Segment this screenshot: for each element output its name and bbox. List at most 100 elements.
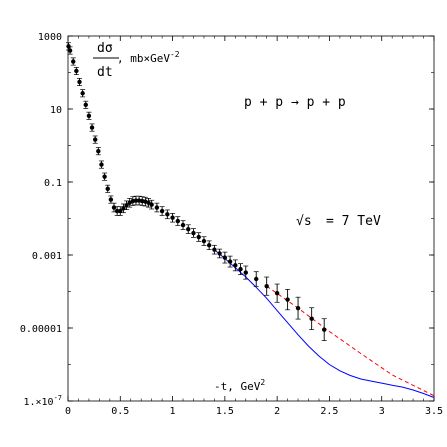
point-marker [80,91,85,96]
data-point [217,248,223,259]
point-marker [180,222,186,228]
data-point [170,212,176,223]
point-marker [114,208,120,214]
point-marker [159,208,165,214]
point-marker [92,137,98,142]
point-marker [186,226,191,232]
data-point [86,111,92,120]
x-tick-label: 3.5 [425,406,443,417]
data-point [295,296,301,320]
point-marker [102,174,107,179]
data-point [117,206,123,216]
y-label-numerator: dσ [97,41,113,56]
data-point [80,89,86,98]
point-marker [295,305,301,311]
data-point [108,195,114,204]
point-marker [217,251,222,256]
process-label: p + p → p + p [244,95,346,110]
data-point [222,251,228,264]
energy-value-label: = 7 TeV [326,214,381,229]
data-point [154,202,160,213]
point-marker [243,270,248,275]
data-point [98,160,104,169]
data-point [285,289,291,311]
data-point [77,77,83,86]
x-axis-label: -t, GeV2 [214,378,265,393]
data-point [95,147,101,156]
point-marker [118,208,123,214]
point-marker [67,48,73,53]
data-point [89,123,95,132]
y-tick-label: 1000 [38,32,62,43]
data-point [180,220,186,230]
data-point [73,66,79,75]
data-point [185,224,191,234]
point-marker [83,102,88,108]
point-marker [196,234,201,240]
point-marker [74,68,79,74]
y-tick-label: 10 [50,105,62,116]
data-point [232,259,238,272]
data-point [159,206,165,216]
y-label-denominator: dt [97,65,113,80]
point-marker [111,205,117,210]
curves [214,249,435,398]
point-marker [96,148,101,154]
x-tick-label: 2.5 [320,406,338,417]
point-marker [105,186,110,192]
data-point [201,236,207,246]
dashed-curve [266,285,435,397]
solid-curve [214,249,435,398]
point-marker [149,202,154,207]
y-tick-label: 0.001 [32,251,62,262]
x-tick-label: 0 [65,406,71,417]
point-marker [227,259,233,264]
point-marker [264,283,269,289]
x-tick-label: 3 [379,406,385,417]
data-point [211,244,217,255]
data-point [321,318,327,341]
data-point [164,209,170,220]
y-label-unit: , mb×GeV-2 [117,50,180,65]
y-tick-label: 0.00001 [20,324,62,335]
y-tick-label: 1.×10-7 [23,394,62,408]
data-point [66,42,72,51]
point-marker [71,59,76,64]
data-point [190,228,196,238]
data-points [66,42,327,341]
point-marker [175,218,180,224]
data-point [243,265,249,280]
point-marker [222,255,228,260]
point-marker [133,198,139,203]
data-point [253,271,259,287]
point-marker [212,247,217,252]
data-point [238,263,244,275]
axes: 0 0.5 1 1.5 2 2.5 3 3.5 1000 10 0.1 0.001 0.00001 1.×… [20,32,443,417]
point-marker [165,212,170,217]
point-marker [99,162,104,167]
data-point [67,46,73,55]
data-point [206,240,212,250]
point-marker [233,263,238,268]
point-marker [89,125,95,130]
x-tick-label: 0.5 [111,406,129,417]
point-marker [191,230,196,236]
x-tick-label: 1.5 [216,406,234,417]
data-point [102,172,108,181]
data-point [264,276,270,296]
point-marker [322,327,327,332]
point-marker [154,205,160,210]
y-axis-label: dσ dt , mb×GeV-2 [93,41,180,80]
point-marker [77,79,82,85]
data-point [70,57,76,66]
data-point [92,135,98,144]
energy-label: √s = 7 TeV [296,214,381,229]
point-marker [274,290,280,296]
x-tick-label: 1 [170,406,176,417]
data-point [196,232,202,242]
point-marker [254,276,259,282]
point-marker [66,44,71,49]
point-marker [285,297,290,302]
data-point [83,100,89,109]
